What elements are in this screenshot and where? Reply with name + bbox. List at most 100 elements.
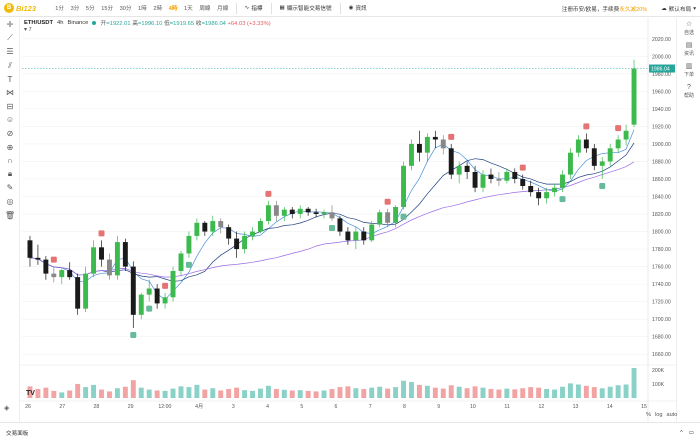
interval-8[interactable]: 1天 (184, 6, 193, 12)
layout-button[interactable]: ☁ 默认布局 ▾ (661, 5, 696, 13)
trash-icon[interactable]: 🗑︎ (4, 210, 16, 220)
scale-option-2[interactable]: auto (666, 412, 678, 418)
interval-6[interactable]: 2時 (153, 6, 163, 12)
candle-body (194, 222, 200, 236)
candle-body (218, 221, 224, 228)
price-tick-label: 1820.00 (652, 212, 671, 218)
horizontal-lines-icon[interactable]: ☰ (6, 47, 14, 57)
interval-9[interactable]: 周線 (199, 6, 211, 12)
magnet-icon[interactable]: ∩ (7, 156, 13, 166)
news-button[interactable]: ◉ 資訊 (345, 4, 371, 12)
candle-body (377, 212, 383, 225)
crosshair-icon[interactable]: ✛ (6, 20, 14, 30)
volume-bar (623, 384, 629, 398)
interval-1[interactable]: 3分 (70, 6, 80, 12)
interval-2[interactable]: 5分 (85, 6, 95, 12)
candle-body (67, 270, 73, 278)
candle-body (321, 212, 327, 215)
price-tick-label: 1740.00 (652, 282, 671, 288)
price-chart[interactable]: 2020.00 2000.00 1980.00 1960.00 1940.00 1920.… (20, 18, 676, 422)
divider (339, 2, 341, 14)
price-tick-label: 1720.00 (652, 300, 671, 306)
interval-10[interactable]: 月線 (217, 6, 229, 12)
volume-bar (242, 390, 248, 398)
scale-option-1[interactable]: log (654, 412, 663, 418)
layers-icon[interactable]: ◈ (4, 405, 10, 412)
candle-body (114, 242, 120, 276)
current-price-tag (649, 64, 675, 73)
candle-body (297, 208, 303, 215)
sell-signal-badge (583, 123, 590, 130)
right-panel-item-3[interactable]: ? 帮助 (677, 81, 700, 102)
volume-bar (464, 388, 470, 398)
zoom-in-icon[interactable]: ⊕ (6, 142, 14, 152)
interval-3[interactable]: 15分 (101, 6, 114, 12)
candle-body (146, 288, 152, 295)
volume-bar (599, 388, 605, 398)
candle-body (488, 174, 494, 179)
volume-bar (615, 385, 621, 398)
top-right: 注冊币安/欧易，手续费永久减20% ☁ 默认布局 ▾ (562, 0, 696, 17)
time-tick-label: 11 (504, 404, 509, 410)
candle-body (520, 178, 526, 186)
maximize-icon[interactable]: ▭ (688, 429, 694, 436)
volume-bar (567, 383, 573, 398)
candle-body (242, 235, 248, 250)
buy-signal-badge (130, 331, 137, 338)
emoji-icon[interactable]: ☺ (5, 115, 15, 125)
volume-bar (250, 390, 255, 398)
lock-drawings-icon[interactable]: 🔒︎ (7, 169, 13, 179)
top-toolbar: B Bi123 1分 3分 5分 15分 30分 1時 2時 4時 1天 周線 月線 ∿ 指標 ▦ … (0, 0, 700, 17)
measure-icon[interactable]: ⊘ (6, 129, 14, 139)
volume-bar (122, 386, 128, 398)
interval-5[interactable]: 1時 (138, 6, 147, 12)
candle-body (35, 257, 41, 260)
trading-panel-tab[interactable]: 交易面板 (6, 430, 29, 437)
ruler-range-icon[interactable]: ⊟ (6, 101, 14, 111)
logo[interactable]: B Bi123 (0, 3, 52, 13)
change-value: +64.03 (+3.33%) (227, 21, 271, 27)
volume-bar (345, 386, 351, 398)
candle-body (409, 143, 414, 166)
right-panel: ☆ 自选 ▤ 资讯 ▥ 下单? 帮助 (676, 18, 700, 422)
price-tick-label: 1800.00 (652, 230, 671, 236)
volume-bar (130, 380, 136, 398)
text-tool-icon[interactable]: T (7, 74, 13, 84)
time-tick-label: 5 (300, 404, 303, 410)
promo-notice[interactable]: 注冊币安/欧易，手续费永久减20% (562, 5, 647, 13)
trendline-icon[interactable]: ⟋ (7, 33, 13, 43)
promo-notice-text: 注冊币安/欧易，手续费 (561, 6, 620, 13)
stay-drawing-icon[interactable]: ✎ (6, 183, 14, 193)
volume-bar (258, 388, 263, 398)
visibility-icon[interactable]: ◎ (6, 197, 14, 207)
candle-body (178, 253, 184, 271)
expand-icon[interactable]: ^ (680, 429, 683, 436)
volume-bar (575, 384, 581, 398)
volume-bar (401, 380, 406, 398)
interval-7[interactable]: 4時 (168, 6, 178, 12)
volume-bar (329, 389, 335, 398)
volume-bar (273, 389, 279, 398)
interval-0[interactable]: 1分 (55, 6, 65, 12)
time-tick-label: 10 (470, 404, 476, 410)
buy-signal-badge (599, 182, 606, 189)
channel-icon[interactable]: ⫽ (8, 60, 12, 70)
indicator-collapse-toggle[interactable]: ▾ 7 (24, 27, 32, 33)
time-tick-label: 7 (369, 404, 372, 410)
sell-signal-badge (519, 164, 526, 171)
pattern-icon[interactable]: ⋈ (6, 88, 14, 98)
volume-bar (631, 368, 637, 398)
time-tick-label: 12:00 (158, 404, 171, 410)
symbol-label[interactable]: ETH/USDT (24, 19, 53, 26)
eye-icon: ◉ (348, 5, 354, 11)
price-tick-label: 1900.00 (652, 142, 671, 148)
right-panel-item-0[interactable]: ☆ 自选 (677, 18, 700, 39)
time-tick-label: 13 (573, 404, 579, 410)
trading-signals-button[interactable]: ▦ 顯示智能交易信號 (276, 4, 336, 12)
right-panel-item-1[interactable]: ▤ 资讯 (677, 39, 700, 60)
right-panel-item-2[interactable]: ▥ 下单 (677, 60, 700, 81)
interval-4[interactable]: 30分 (119, 6, 132, 12)
scale-option-0[interactable]: % (646, 412, 651, 418)
volume-bar (393, 387, 399, 398)
indicators-button[interactable]: ∿ 指標 (241, 4, 267, 12)
